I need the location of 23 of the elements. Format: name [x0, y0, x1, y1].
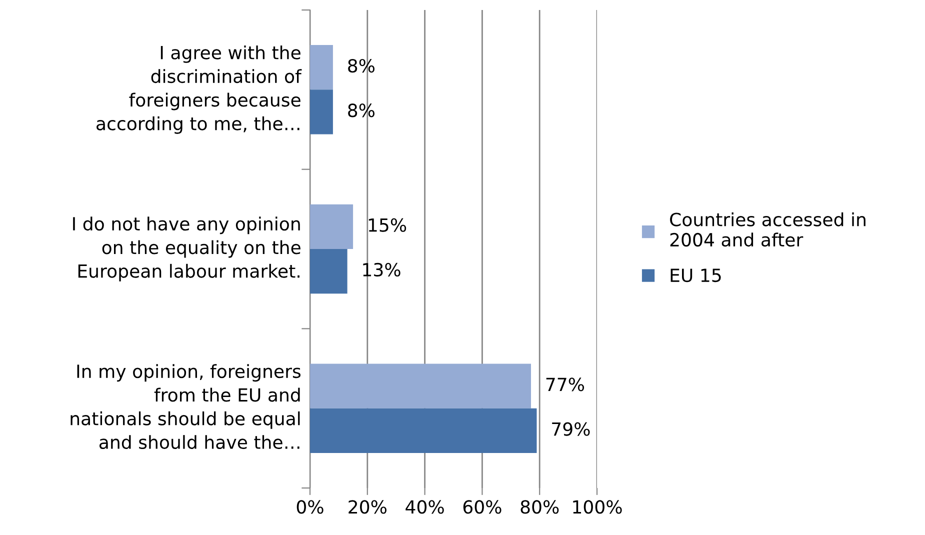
x-tick-label: 0%	[296, 500, 324, 514]
bar	[310, 364, 531, 408]
bar	[310, 408, 537, 453]
x-tick-label: 20%	[348, 500, 386, 514]
data-label: 8%	[348, 58, 374, 73]
legend-label: EU 15	[670, 268, 721, 282]
data-label: 79%	[552, 422, 590, 436]
data-label: 13%	[363, 262, 400, 277]
bar	[310, 90, 333, 134]
data-label: 15%	[368, 218, 406, 232]
y-tick-label: I do not have any opinion on the equality on the European labour market.	[73, 216, 300, 282]
legend-label: Countries accessed in 2004 and after	[670, 212, 866, 247]
bar	[310, 45, 333, 90]
data-label: 77%	[546, 378, 584, 392]
bar	[310, 204, 354, 249]
y-tick-label: In my opinion, foreigners from the EU and nationals should be equal and should have the…	[70, 364, 301, 450]
x-tick-label: 40%	[406, 500, 444, 514]
data-label: 8%	[348, 104, 374, 118]
x-tick-label: 60%	[463, 500, 502, 514]
x-tick-label: 80%	[520, 500, 559, 514]
x-tick-label: 100%	[573, 500, 622, 514]
bar	[310, 249, 348, 294]
y-tick-label: I agree with the discrimination of foreigners because according to me, the…	[96, 45, 302, 134]
